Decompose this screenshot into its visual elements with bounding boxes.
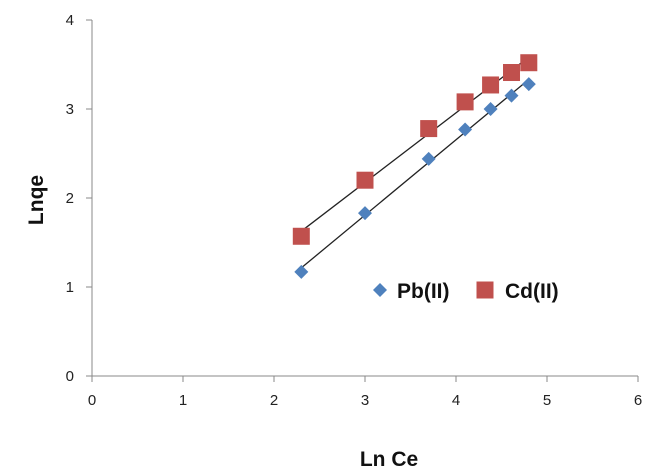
pb-data-point [458,122,473,137]
cd-data-point [503,64,521,82]
cd-data-point [292,227,310,245]
tick-labels: 0 1 2 3 4 5 6 0 1 2 3 4 [66,12,643,409]
pb-data-point [294,264,309,279]
cd-data-point [520,54,538,72]
legend-label: Cd(II) [505,280,559,303]
y-tick-label: 0 [66,368,74,385]
cd-data-point [420,120,438,138]
axes [86,19,639,382]
legend-marker [373,283,387,297]
pb-data-point [421,151,436,166]
x-tick-label: 3 [361,392,369,409]
pb-data-point [483,102,498,116]
x-tick-label: 4 [452,392,460,409]
y-tick-label: 2 [66,190,74,207]
x-tick-label: 2 [270,392,278,409]
cd-data-point [456,93,474,111]
cd-data-point [482,76,500,94]
y-tick-label: 1 [66,279,74,296]
legend-marker [476,281,494,299]
x-axis-title: Ln Ce [360,448,418,470]
y-tick-label: 3 [66,101,74,118]
pb-data-point [521,77,536,92]
y-tick-label: 4 [66,12,74,29]
x-tick-label: 0 [88,392,96,409]
x-tick-label: 1 [179,392,187,409]
x-tick-label: 5 [543,392,551,409]
legend: Pb(II) Cd(II) [373,280,559,303]
data-markers [292,54,538,279]
x-tick-label: 6 [634,392,642,409]
cd-data-point [356,171,374,189]
pb-data-point [358,206,372,221]
legend-label: Pb(II) [397,280,450,303]
pb-data-point [504,88,519,103]
y-axis-title: Lnqe [25,175,48,225]
